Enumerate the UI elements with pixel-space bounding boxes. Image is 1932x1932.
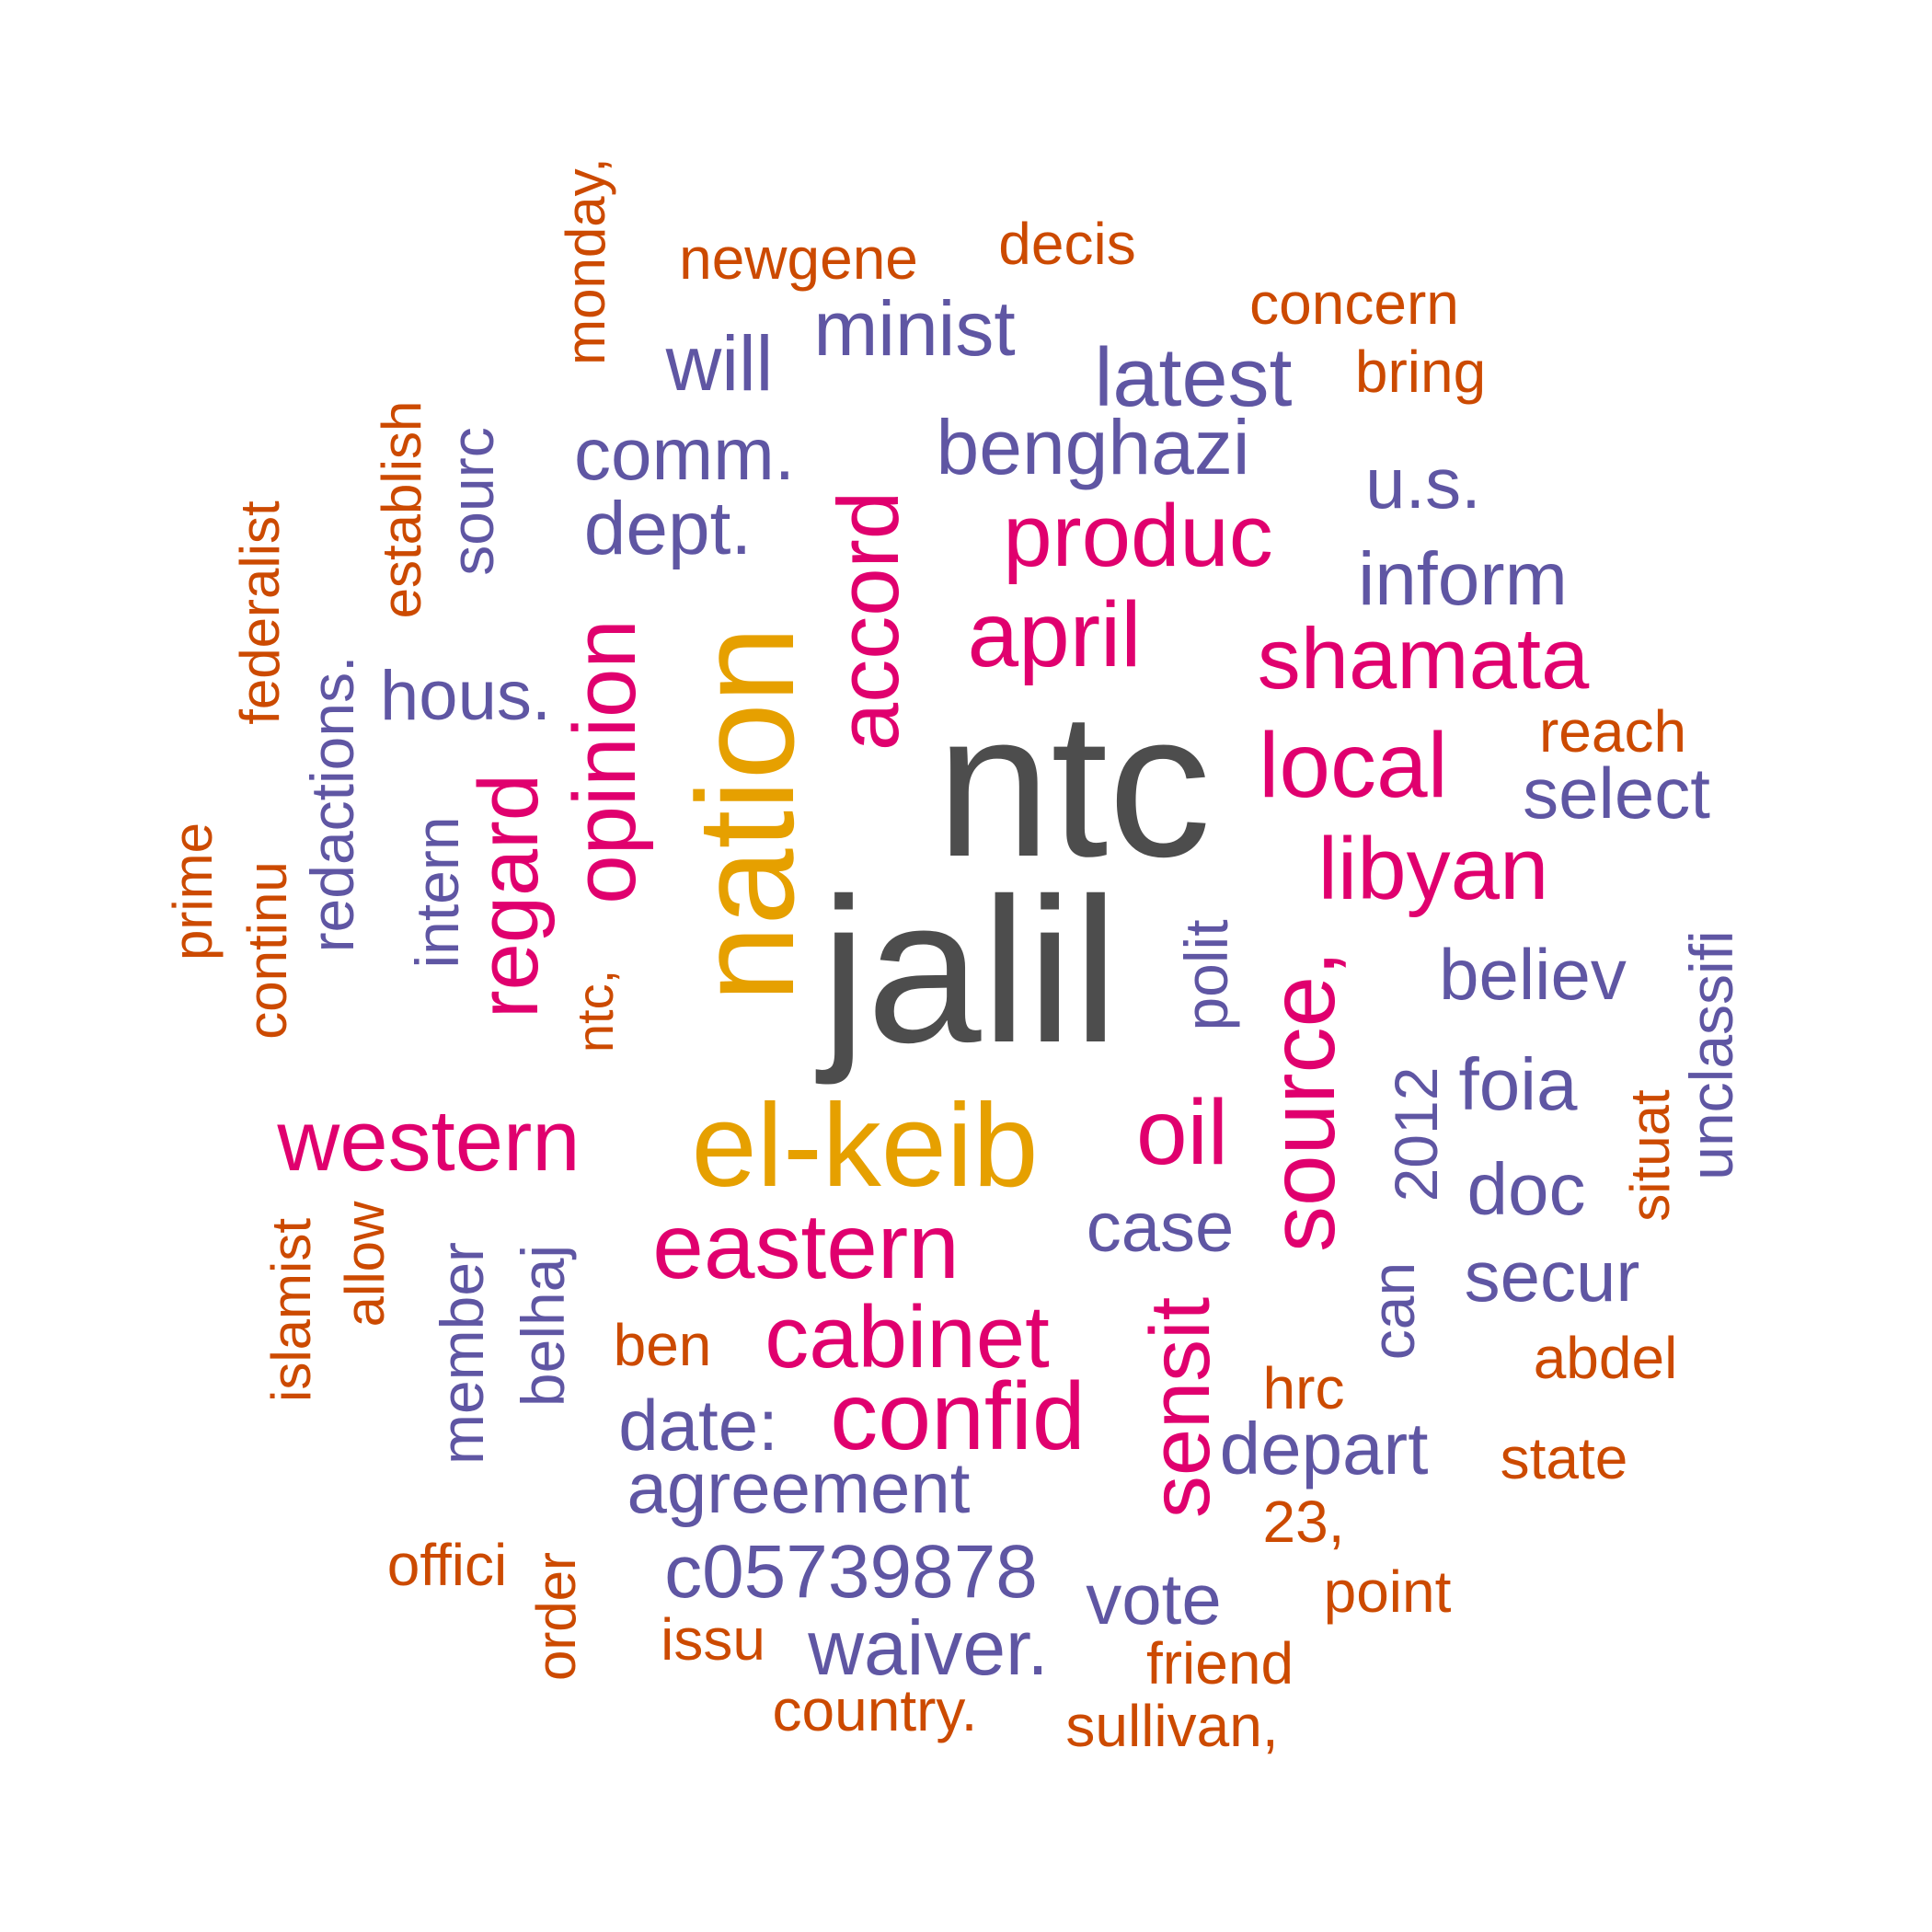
word-friend: friend bbox=[1145, 1630, 1294, 1696]
word-opinion: opinion bbox=[556, 619, 654, 904]
word-sullivan: sullivan, bbox=[1065, 1693, 1279, 1759]
word-dept: dept. bbox=[583, 487, 753, 570]
word-point: point bbox=[1323, 1558, 1452, 1625]
word-redactions: redactions. bbox=[298, 655, 366, 953]
word-ben: ben bbox=[613, 1312, 712, 1378]
word-issu: issu bbox=[661, 1606, 765, 1673]
word-ntc-comma: ntc, bbox=[566, 969, 624, 1053]
word-newgene: newgene bbox=[679, 225, 918, 292]
word-el-keib: el-keib bbox=[691, 1080, 1039, 1212]
word-believ: believ bbox=[1439, 934, 1627, 1015]
word-sensit: sensit bbox=[1133, 1296, 1227, 1519]
word-doc: doc bbox=[1466, 1148, 1586, 1230]
word-sourc: sourc bbox=[438, 427, 506, 576]
word-secur: secur bbox=[1464, 1236, 1640, 1317]
word-bring: bring bbox=[1354, 339, 1487, 405]
word-can: can bbox=[1359, 1261, 1427, 1361]
word-waiver: waiver. bbox=[808, 1604, 1049, 1691]
word-local: local bbox=[1259, 714, 1448, 817]
word-produc: produc bbox=[1003, 487, 1273, 585]
word-2012: 2012 bbox=[1382, 1066, 1450, 1202]
word-allow: allow bbox=[334, 1201, 396, 1328]
word-abdel: abdel bbox=[1533, 1325, 1678, 1391]
word-hrc: hrc bbox=[1262, 1355, 1345, 1421]
word-us: u.s. bbox=[1365, 443, 1481, 523]
word-libyan: libyan bbox=[1317, 820, 1549, 918]
word-offici: offici bbox=[386, 1532, 508, 1598]
word-comm: comm. bbox=[574, 413, 795, 495]
word-member: member bbox=[428, 1241, 496, 1466]
word-april: april bbox=[967, 583, 1142, 686]
word-minist: minist bbox=[813, 285, 1016, 372]
word-cabinet: cabinet bbox=[765, 1288, 1050, 1386]
word-belhaj: belhaj bbox=[509, 1244, 577, 1408]
word-islamist: islamist bbox=[260, 1217, 322, 1403]
word-select: select bbox=[1523, 753, 1710, 834]
word-decis: decis bbox=[998, 211, 1136, 277]
word-shamata: shamata bbox=[1257, 610, 1590, 707]
word-benghazi: benghazi bbox=[936, 404, 1250, 490]
word-federalist: federalist bbox=[229, 500, 291, 725]
word-latest: latest bbox=[1094, 332, 1293, 424]
word-agreement: agreement bbox=[627, 1447, 971, 1528]
word-nation: nation bbox=[668, 626, 822, 1003]
word-continu: continu bbox=[236, 861, 298, 1040]
word-depart: depart bbox=[1219, 1408, 1429, 1489]
word-western: western bbox=[277, 1092, 581, 1189]
word-23: 23, bbox=[1262, 1489, 1345, 1555]
word-oil: oil bbox=[1135, 1081, 1229, 1184]
word-ntc: ntc bbox=[936, 670, 1212, 900]
word-source: source, bbox=[1251, 950, 1354, 1252]
word-vote: vote bbox=[1086, 1558, 1222, 1639]
word-concern: concern bbox=[1249, 270, 1459, 337]
word-foia: foia bbox=[1458, 1043, 1578, 1125]
word-order: order bbox=[525, 1551, 587, 1682]
word-polit: polit bbox=[1172, 919, 1240, 1031]
word-confid: confid bbox=[830, 1363, 1086, 1470]
word-reach: reach bbox=[1538, 698, 1687, 765]
word-eastern: eastern bbox=[652, 1195, 960, 1298]
word-prime: prime bbox=[162, 822, 224, 961]
word-situat: situat bbox=[1619, 1089, 1681, 1222]
word-state: state bbox=[1500, 1425, 1628, 1491]
word-inform: inform bbox=[1358, 537, 1568, 621]
word-jalil: jalil bbox=[821, 856, 1119, 1086]
word-unclassifi: unclassifi bbox=[1677, 930, 1745, 1180]
word-will: will bbox=[665, 320, 774, 407]
word-c05739878: c05739878 bbox=[664, 1530, 1038, 1614]
word-regard: regard bbox=[462, 774, 556, 1018]
word-country: country. bbox=[772, 1677, 978, 1743]
word-hous: hous. bbox=[380, 657, 551, 735]
word-case: case bbox=[1086, 1189, 1235, 1267]
word-accord: accord bbox=[820, 490, 916, 752]
word-monday: monday, bbox=[555, 157, 616, 365]
word-establish: establish bbox=[371, 400, 432, 619]
word-date: date: bbox=[618, 1385, 778, 1466]
word-intern: intern bbox=[403, 816, 471, 969]
